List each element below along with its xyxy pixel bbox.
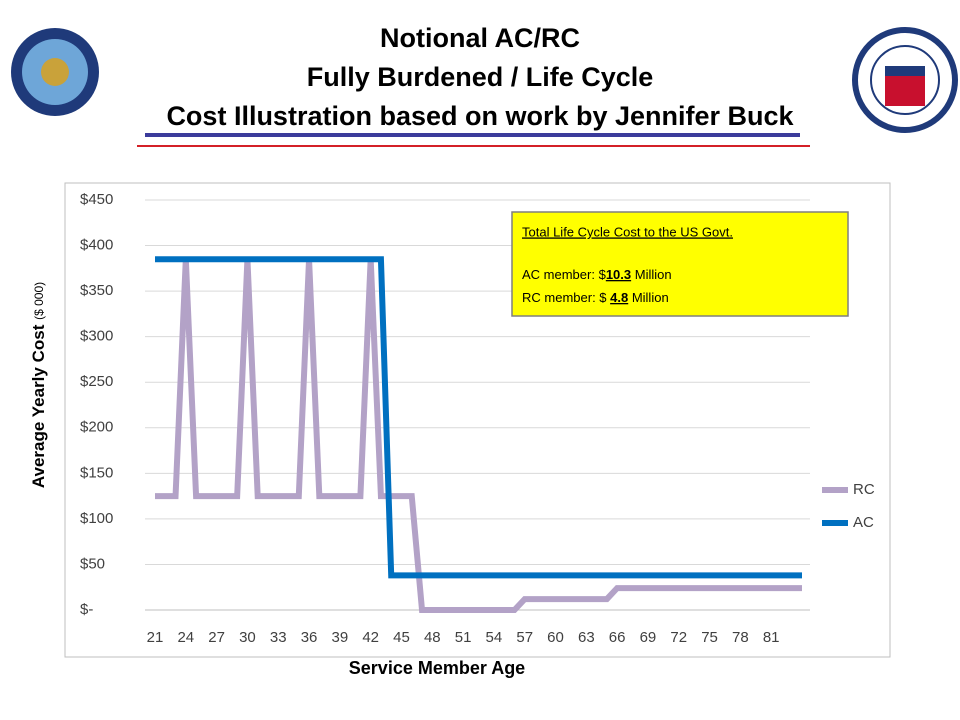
title-line: Fully Burdened / Life Cycle bbox=[307, 62, 654, 92]
y-tick-label: $100 bbox=[80, 510, 113, 527]
annotation-line: RC member: $ 4.8 Million bbox=[522, 290, 669, 305]
y-axis-title: Average Yearly Cost ($ 000) bbox=[29, 282, 48, 488]
x-tick-label: 81 bbox=[763, 629, 780, 646]
annotation-line: AC member: $10.3 Million bbox=[522, 267, 672, 282]
x-tick-label: 30 bbox=[239, 629, 256, 646]
x-tick-label: 75 bbox=[701, 629, 718, 646]
y-axis-label: Average Yearly Cost bbox=[29, 324, 48, 488]
x-tick-label: 57 bbox=[516, 629, 533, 646]
title-line: Cost Illustration based on work by Jenni… bbox=[166, 101, 794, 131]
annotation-value: 4.8 bbox=[610, 290, 628, 305]
x-tick-label: 48 bbox=[424, 629, 441, 646]
annotation-title: Total Life Cycle Cost to the US Govt. bbox=[522, 224, 733, 239]
y-tick-label: $350 bbox=[80, 282, 113, 299]
y-tick-label: $50 bbox=[80, 555, 105, 572]
x-tick-label: 66 bbox=[609, 629, 626, 646]
x-tick-label: 63 bbox=[578, 629, 595, 646]
x-axis-title: Service Member Age bbox=[349, 658, 525, 678]
x-tick-label: 78 bbox=[732, 629, 749, 646]
y-tick-label: $- bbox=[80, 601, 93, 618]
annotation-suffix: Million bbox=[628, 290, 668, 305]
x-tick-label: 69 bbox=[640, 629, 657, 646]
x-tick-label: 54 bbox=[486, 629, 503, 646]
y-tick-label: $250 bbox=[80, 373, 113, 390]
annotation-box bbox=[511, 211, 849, 317]
x-tick-label: 42 bbox=[362, 629, 379, 646]
x-tick-label: 33 bbox=[270, 629, 287, 646]
x-tick-label: 21 bbox=[147, 629, 164, 646]
series-line bbox=[155, 256, 802, 579]
annotation-prefix: AC member: $ bbox=[522, 267, 607, 282]
legend-label: RC bbox=[853, 481, 875, 498]
y-tick-label: $450 bbox=[80, 191, 113, 208]
y-tick-label: $200 bbox=[80, 419, 113, 436]
x-tick-label: 36 bbox=[301, 629, 318, 646]
x-tick-label: 45 bbox=[393, 629, 410, 646]
x-tick-label: 72 bbox=[670, 629, 687, 646]
rfpb-emblem bbox=[852, 27, 958, 133]
series-line bbox=[155, 259, 802, 613]
title-line: Notional AC/RC bbox=[380, 23, 580, 53]
annotation-suffix: Million bbox=[631, 267, 671, 282]
y-tick-label: $300 bbox=[80, 328, 113, 345]
x-tick-label: 39 bbox=[332, 629, 349, 646]
x-tick-label: 27 bbox=[208, 629, 225, 646]
annotation-value: 10.3 bbox=[606, 267, 631, 282]
x-tick-label: 24 bbox=[177, 629, 194, 646]
x-tick-label: 60 bbox=[547, 629, 564, 646]
y-tick-label: $400 bbox=[80, 237, 113, 254]
dod-emblem bbox=[11, 28, 99, 116]
legend-label: AC bbox=[853, 514, 874, 531]
x-tick-label: 51 bbox=[455, 629, 472, 646]
y-axis-unit: ($ 000) bbox=[32, 282, 46, 320]
y-tick-label: $150 bbox=[80, 464, 113, 481]
annotation-prefix: RC member: $ bbox=[522, 290, 610, 305]
